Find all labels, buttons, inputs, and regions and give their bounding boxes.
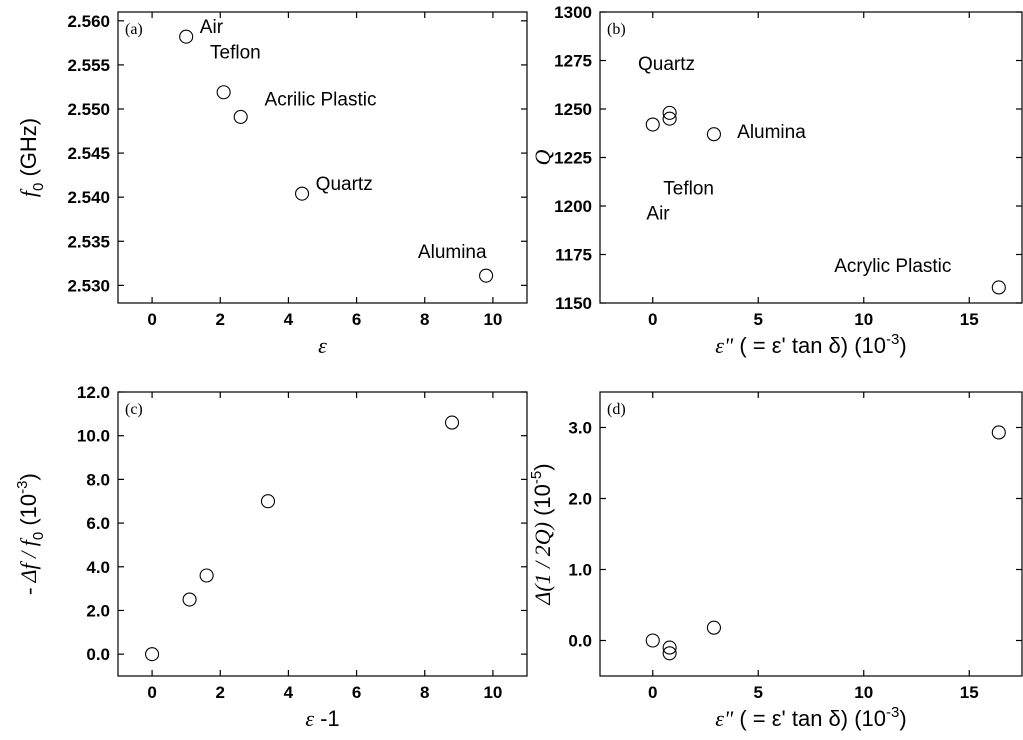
data-point [662,111,677,126]
panel-label: (c) [125,401,143,418]
data-point [479,268,494,283]
x-tick-label: 6 [352,310,361,329]
y-tick-label: 2.545 [67,144,110,163]
y-axis-label: Q [530,149,555,165]
y-tick-label: 2.560 [67,12,110,31]
y-tick-label: 1200 [554,197,592,216]
point-annotation: Teflon [663,178,714,199]
point-annotation: Alumina [737,122,806,143]
panel-c: 0 2 4 6 8 10 0.0 2.0 4.0 6.0 8.0 10.0 12.0 (c) ε -1 - Δ… [14,383,528,731]
point-annotation: Quartz [638,54,695,75]
y-tick-label: 1225 [554,149,592,168]
x-tick-label: 10 [483,683,502,702]
x-axis-label: ε" ( = ε' tan δ) (10-3) [715,331,906,358]
y-tick-label: 2.0 [568,490,592,509]
point-annotation: Acrylic Plastic [834,256,951,277]
plot-frame [117,11,528,304]
y-tick-label: 1300 [554,3,592,22]
x-tick-label: 8 [420,683,429,702]
y-tick-label: 8.0 [86,470,110,489]
y-tick-label: 2.550 [67,100,110,119]
x-tick-label: 4 [284,310,294,329]
plot-frame [117,391,528,677]
panel-label: (a) [125,21,143,38]
data-point [233,109,248,124]
x-tick-label: 10 [854,683,873,702]
data-point [216,85,231,100]
y-tick-label: 0.0 [86,645,110,664]
x-tick-label: 0 [648,310,657,329]
data-point [662,105,677,120]
point-annotation: Quartz [316,174,373,195]
panel-d: 0 5 10 15 0.0 1.0 2.0 3.0 (d) ε" ( = ε' tan δ) (1… [528,391,1023,731]
y-tick-label: 1150 [555,294,592,313]
x-tick-label: 4 [284,683,294,702]
data-point [662,640,677,655]
x-tick-label: 10 [854,310,873,329]
panel-b: 0 5 10 15 1150 1175 1200 1225 1250 1275 1300 (b) Qua… [530,3,1023,358]
data-point [645,633,660,648]
y-tick-label: 2.535 [67,232,110,251]
data-point [182,592,197,607]
data-point [662,646,677,661]
data-point [706,620,721,635]
y-tick-label: 2.540 [67,188,110,207]
x-tick-label: 0 [147,310,156,329]
y-tick-label: 1250 [554,100,592,119]
y-tick-label: 12.0 [77,383,110,402]
data-point [179,29,194,44]
point-annotation: Alumina [418,242,487,263]
data-point [645,117,660,132]
data-point [145,647,160,662]
x-tick-label: 10 [483,310,502,329]
y-tick-label: 2.530 [67,276,110,295]
y-axis-label: - Δf / f0​ (10-3) [14,473,47,595]
x-axis-label: ε -1 [305,706,339,731]
x-tick-label: 0 [648,683,657,702]
data-point [991,280,1006,295]
data-point [706,127,721,142]
x-tick-label: 5 [754,683,763,702]
y-tick-label: 1275 [554,52,592,71]
x-axis-label: ε [318,333,327,358]
point-annotation: Air [646,204,670,225]
data-point [444,415,460,430]
x-axis-label: ε" ( = ε' tan δ) (10-3) [715,704,906,731]
y-tick-label: 2.555 [67,56,110,75]
point-annotation: Air [200,17,224,38]
y-tick-label: 0.0 [568,632,592,651]
y-tick-label: 4.0 [86,558,110,577]
y-axis-label: f0​ (GHz) [16,118,47,197]
y-tick-label: 3.0 [568,419,592,438]
y-tick-label: 10.0 [77,427,110,446]
panel-label: (d) [607,401,626,418]
x-tick-label: 2 [216,683,225,702]
panel-a: 0 2 4 6 8 10 2.530 2.535 2.540 2.545 2.550 2.555 2.5… [16,11,528,358]
x-tick-label: 8 [420,310,429,329]
x-tick-label: 2 [216,310,225,329]
x-tick-label: 15 [960,310,979,329]
panel-label: (b) [607,21,626,38]
data-point [294,186,310,201]
point-annotation: Acrilic Plastic [265,89,377,110]
x-tick-label: 5 [754,310,763,329]
data-point [199,568,214,583]
y-tick-label: 1175 [555,246,592,265]
x-tick-label: 0 [147,683,156,702]
point-annotation: Teflon [210,43,261,64]
plot-frame [599,391,1023,677]
x-tick-label: 6 [352,683,361,702]
y-tick-label: 6.0 [86,514,110,533]
data-point [260,494,276,509]
y-tick-label: 1.0 [568,561,592,580]
x-tick-label: 15 [960,683,979,702]
data-point [991,425,1006,440]
y-axis-label: Δ(1 / 2Q) (10-5) [528,463,555,605]
y-tick-label: 2.0 [86,601,110,620]
